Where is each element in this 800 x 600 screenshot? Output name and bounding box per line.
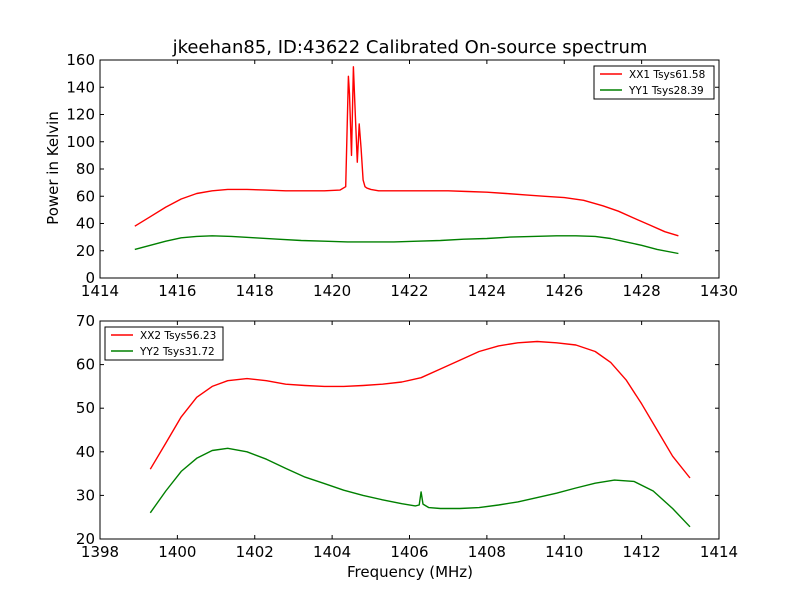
x-axis-label: Frequency (MHz)	[347, 563, 473, 581]
y-tick-label: 30	[76, 486, 95, 504]
y-axis-label: Power in Kelvin	[44, 111, 62, 225]
series-line-yy2	[149, 447, 691, 528]
y-tick-label: 100	[66, 133, 95, 151]
y-tick-label: 80	[76, 160, 95, 178]
x-tick-label: 1406	[390, 543, 428, 561]
y-tick-label: 50	[76, 399, 95, 417]
x-tick-label: 1416	[158, 282, 196, 300]
x-tick-label: 1424	[468, 282, 506, 300]
bottom-legend: XX2 Tsys56.23 YY2 Tsys31.72	[104, 326, 224, 361]
legend-entry-yy1: YY1 Tsys28.39	[628, 85, 704, 97]
y-tick-label: 40	[76, 443, 95, 461]
x-tick-label: 1428	[623, 282, 661, 300]
legend-entry-xx2: XX2 Tsys56.23	[140, 330, 216, 342]
x-tick-label: 1410	[545, 543, 583, 561]
legend-entry-xx1: XX1 Tsys61.58	[629, 69, 705, 81]
bottom-chart-panel: Frequency (MHz) 1398 1400 1402 1404 1406 1408…	[76, 312, 738, 581]
x-tick-label: 1414	[700, 543, 738, 561]
x-tick-label: 1404	[313, 543, 351, 561]
series-line-xx1	[134, 66, 679, 237]
y-tick-label: 140	[66, 78, 95, 96]
x-tick-label: 1408	[468, 543, 506, 561]
x-tick-label: 1400	[158, 543, 196, 561]
y-tick-label: 70	[76, 312, 95, 330]
x-tick-label: 1402	[236, 543, 274, 561]
x-tick-label: 1430	[700, 282, 738, 300]
y-tick-label: 160	[66, 51, 95, 69]
x-tick-label: 1420	[313, 282, 351, 300]
legend-box	[593, 65, 715, 100]
top-legend: XX1 Tsys61.58 YY1 Tsys28.39	[593, 65, 715, 100]
x-tick-label: 1398	[81, 543, 119, 561]
x-tick-label: 1414	[81, 282, 119, 300]
bottom-plot-area: 1398 1400 1402 1404 1406 1408 1410 1412 1414 20 30…	[76, 312, 738, 561]
series-line-xx2	[149, 340, 691, 479]
series-line-yy1	[134, 235, 679, 255]
top-plot-area: 1414 1416 1418 1420 1422 1424 1426 1428 1430 0 20 4…	[66, 51, 738, 300]
x-tick-label: 1412	[623, 543, 661, 561]
x-tick-label: 1422	[390, 282, 428, 300]
legend-box	[104, 326, 224, 361]
y-tick-label: 60	[76, 356, 95, 374]
y-tick-label: 40	[76, 215, 95, 233]
top-chart-panel: jkeehan85, ID:43622 Calibrated On-source…	[44, 37, 738, 300]
y-tick-label: 20	[76, 530, 95, 548]
x-tick-label: 1418	[236, 282, 274, 300]
chart-title: jkeehan85, ID:43622 Calibrated On-source…	[172, 37, 648, 58]
x-tick-label: 1426	[545, 282, 583, 300]
legend-entry-yy2: YY2 Tsys31.72	[139, 346, 215, 358]
y-tick-label: 0	[85, 269, 95, 287]
y-tick-label: 120	[66, 106, 95, 124]
y-tick-label: 20	[76, 242, 95, 260]
y-tick-label: 60	[76, 187, 95, 205]
